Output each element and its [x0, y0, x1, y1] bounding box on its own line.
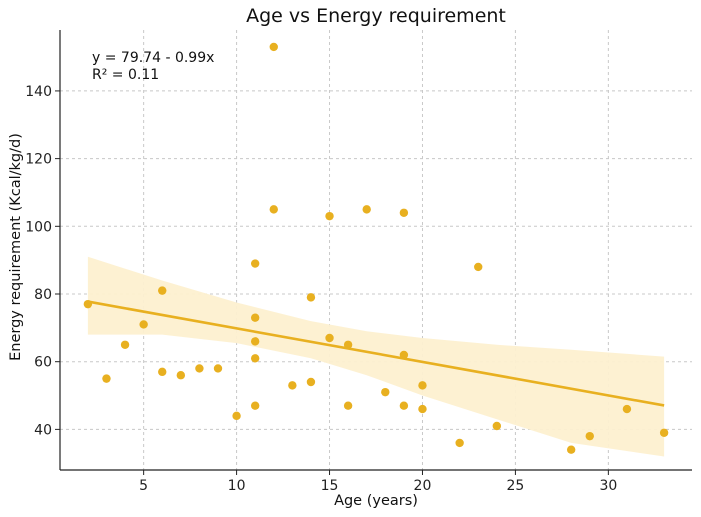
- data-point-11: [250, 313, 260, 322]
- data-point-12: [250, 337, 260, 346]
- y-tick-label-80: 80: [34, 287, 52, 303]
- data-point-3: [139, 320, 148, 329]
- data-point-8: [213, 364, 223, 373]
- data-point-13: [250, 354, 260, 363]
- data-point-10: [250, 259, 260, 268]
- chart-title: Age vs Energy requirement: [246, 5, 506, 27]
- data-point-36: [622, 404, 632, 414]
- x-tick-label-10: 10: [228, 478, 246, 494]
- data-point-15: [269, 42, 278, 52]
- data-point-24: [362, 205, 371, 214]
- y-tick-label-60: 60: [34, 355, 52, 371]
- data-point-4: [158, 286, 167, 295]
- data-point-33: [492, 421, 502, 431]
- data-point-16: [269, 205, 278, 214]
- data-point-35: [585, 431, 594, 441]
- y-tick-label-40: 40: [34, 422, 52, 438]
- y-axis-label: Energy requirement (Kcal/kg/d): [8, 133, 24, 361]
- data-point-23: [343, 401, 353, 410]
- x-tick-label-25: 25: [506, 478, 524, 494]
- data-point-17: [288, 381, 297, 390]
- x-tick-label-15: 15: [321, 478, 339, 494]
- x-axis-ticks: 5 10 15 20 25 30: [139, 470, 617, 494]
- data-point-14: [250, 401, 260, 410]
- x-axis-label: Age (years): [334, 493, 418, 509]
- data-point-2: [120, 340, 130, 349]
- data-point-29: [418, 381, 427, 390]
- data-point-32: [474, 262, 483, 272]
- r-squared-label: R² = 0.11: [92, 67, 159, 83]
- y-tick-label-100: 100: [25, 219, 52, 235]
- y-tick-label-120: 120: [25, 152, 52, 168]
- data-point-1: [102, 374, 111, 383]
- confidence-band: [87, 256, 665, 457]
- data-point-19: [306, 377, 316, 387]
- data-point-31: [455, 438, 464, 448]
- regression-line: [87, 300, 665, 407]
- data-point-5: [158, 367, 167, 377]
- x-tick-label-5: 5: [139, 478, 148, 494]
- axes: [59, 30, 692, 471]
- data-point-27: [399, 350, 409, 360]
- x-tick-label-30: 30: [599, 478, 617, 494]
- data-point-28: [399, 401, 409, 410]
- data-point-25: [381, 387, 390, 397]
- data-point-21: [325, 333, 334, 343]
- regression-equation: y = 79.74 - 0.99x: [92, 50, 214, 66]
- data-point-20: [325, 211, 334, 221]
- data-point-6: [176, 371, 186, 380]
- y-axis-ticks: 40 60 80 100 120 140: [25, 84, 60, 438]
- data-point-9: [232, 411, 241, 421]
- data-point-7: [195, 364, 204, 373]
- data-points: [83, 42, 669, 454]
- data-point-37: [659, 428, 669, 437]
- data-point-30: [418, 404, 427, 414]
- y-tick-label-140: 140: [25, 84, 52, 100]
- data-point-0: [83, 299, 93, 309]
- x-tick-label-20: 20: [414, 478, 432, 494]
- data-point-22: [343, 340, 353, 349]
- data-point-18: [306, 293, 316, 302]
- data-point-34: [566, 445, 576, 454]
- data-point-26: [399, 208, 409, 217]
